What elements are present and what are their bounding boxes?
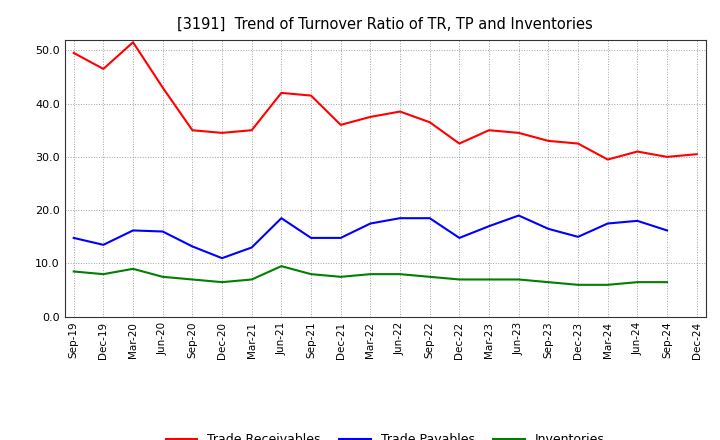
Trade Payables <box>188 244 197 249</box>
Trade Payables <box>396 216 405 221</box>
Trade Receivables <box>336 122 345 128</box>
Trade Receivables <box>277 90 286 95</box>
Trade Payables <box>426 216 434 221</box>
Trade Receivables <box>158 85 167 90</box>
Trade Receivables <box>514 130 523 136</box>
Title: [3191]  Trend of Turnover Ratio of TR, TP and Inventories: [3191] Trend of Turnover Ratio of TR, TP… <box>177 16 593 32</box>
Inventories <box>69 269 78 274</box>
Line: Trade Payables: Trade Payables <box>73 216 667 258</box>
Inventories <box>574 282 582 287</box>
Inventories <box>248 277 256 282</box>
Trade Receivables <box>307 93 315 98</box>
Trade Receivables <box>485 128 493 133</box>
Trade Receivables <box>426 120 434 125</box>
Inventories <box>99 271 108 277</box>
Trade Payables <box>544 226 553 231</box>
Trade Receivables <box>248 128 256 133</box>
Trade Receivables <box>633 149 642 154</box>
Trade Payables <box>633 218 642 224</box>
Trade Payables <box>574 234 582 239</box>
Trade Payables <box>603 221 612 226</box>
Trade Receivables <box>188 128 197 133</box>
Trade Receivables <box>99 66 108 72</box>
Inventories <box>544 279 553 285</box>
Trade Receivables <box>693 151 701 157</box>
Trade Receivables <box>544 138 553 143</box>
Trade Payables <box>248 245 256 250</box>
Trade Payables <box>217 256 226 261</box>
Trade Payables <box>69 235 78 241</box>
Trade Payables <box>662 228 671 233</box>
Trade Payables <box>307 235 315 241</box>
Trade Receivables <box>366 114 374 120</box>
Trade Payables <box>158 229 167 234</box>
Trade Receivables <box>574 141 582 146</box>
Line: Trade Receivables: Trade Receivables <box>73 42 697 160</box>
Inventories <box>485 277 493 282</box>
Trade Payables <box>366 221 374 226</box>
Trade Receivables <box>129 40 138 45</box>
Trade Receivables <box>455 141 464 146</box>
Trade Receivables <box>69 50 78 55</box>
Trade Payables <box>129 228 138 233</box>
Inventories <box>217 279 226 285</box>
Trade Receivables <box>603 157 612 162</box>
Inventories <box>396 271 405 277</box>
Inventories <box>366 271 374 277</box>
Trade Payables <box>514 213 523 218</box>
Inventories <box>514 277 523 282</box>
Inventories <box>455 277 464 282</box>
Trade Payables <box>336 235 345 241</box>
Line: Inventories: Inventories <box>73 266 667 285</box>
Trade Receivables <box>396 109 405 114</box>
Inventories <box>158 274 167 279</box>
Inventories <box>633 279 642 285</box>
Legend: Trade Receivables, Trade Payables, Inventories: Trade Receivables, Trade Payables, Inven… <box>161 429 610 440</box>
Inventories <box>307 271 315 277</box>
Inventories <box>426 274 434 279</box>
Inventories <box>662 279 671 285</box>
Trade Payables <box>99 242 108 247</box>
Trade Payables <box>277 216 286 221</box>
Trade Payables <box>485 224 493 229</box>
Trade Receivables <box>662 154 671 160</box>
Trade Payables <box>455 235 464 241</box>
Inventories <box>603 282 612 287</box>
Inventories <box>336 274 345 279</box>
Trade Receivables <box>217 130 226 136</box>
Inventories <box>188 277 197 282</box>
Inventories <box>129 266 138 271</box>
Inventories <box>277 264 286 269</box>
